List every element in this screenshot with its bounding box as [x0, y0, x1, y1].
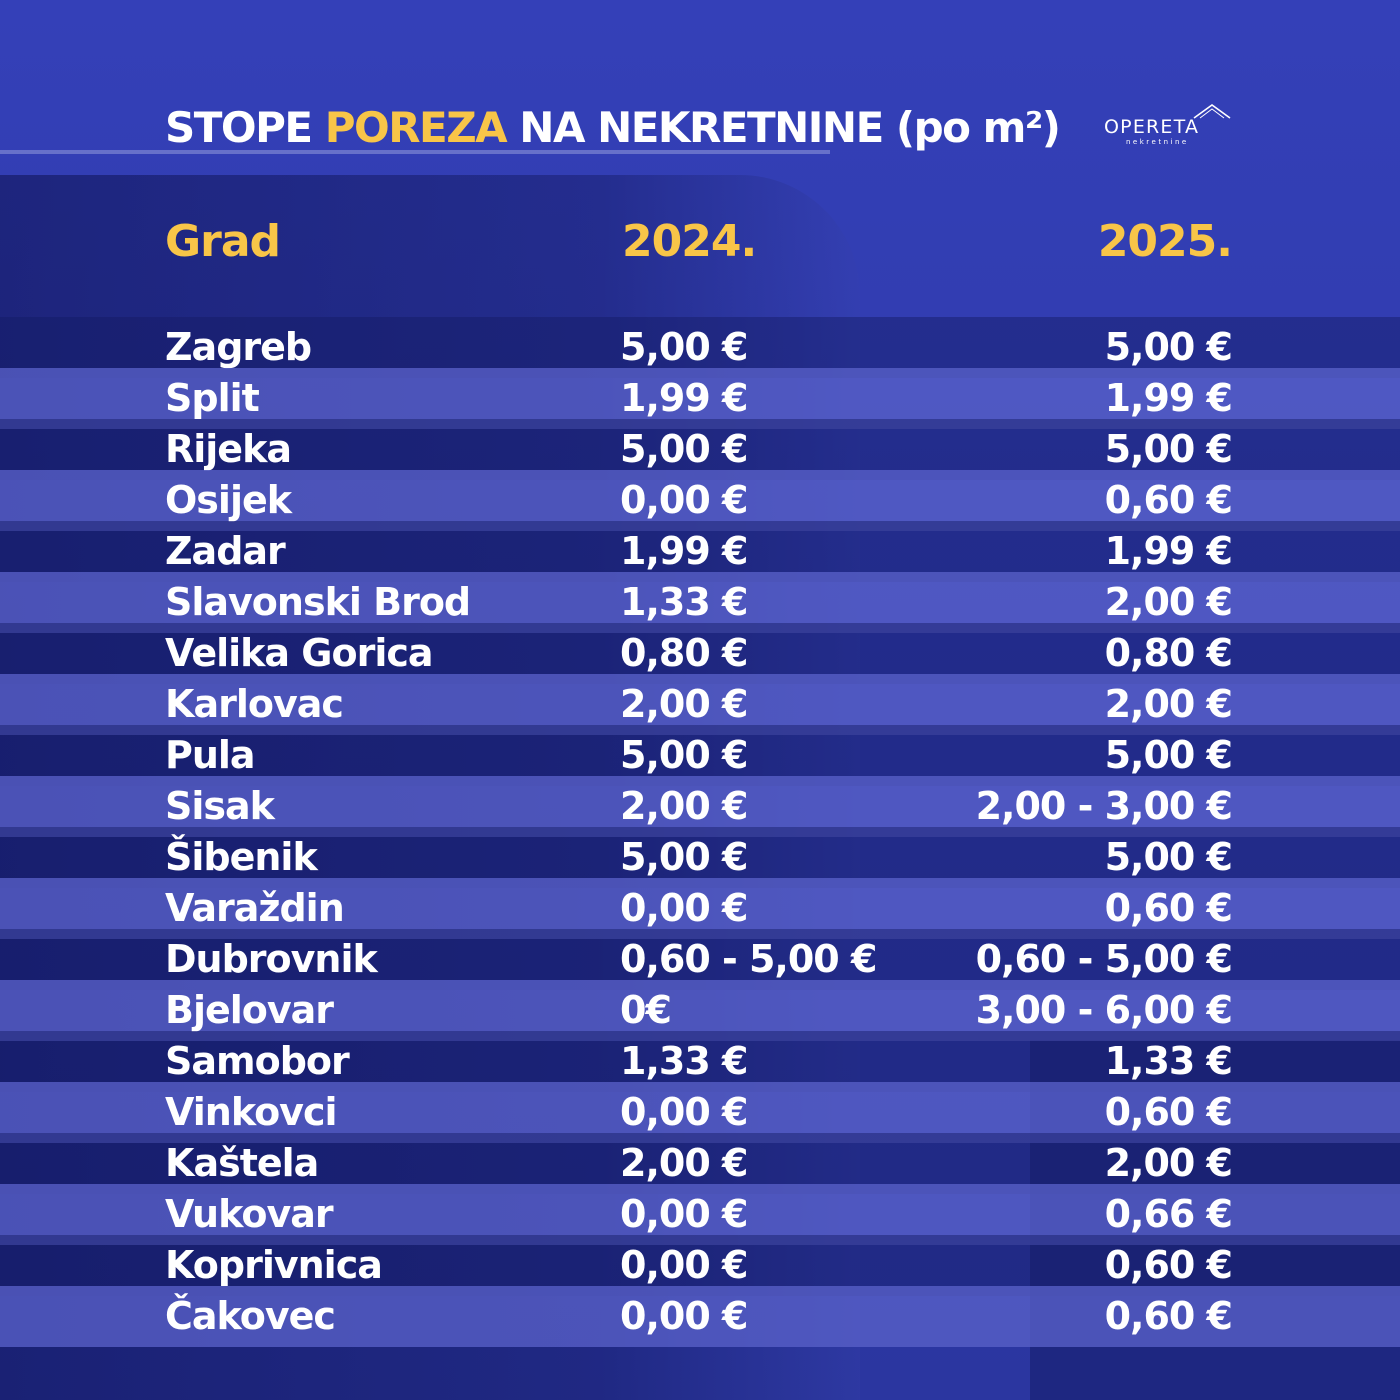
title-part2: NA NEKRETNINE (po m²)	[506, 103, 1061, 152]
rate-2024: 5,00 €	[620, 427, 748, 471]
house-roof-icon	[1193, 104, 1231, 119]
rate-2025: 0,60 €	[1104, 886, 1233, 930]
table-row: Split 1,99 € 1,99 €	[0, 368, 1400, 429]
background-railing	[0, 150, 830, 154]
table-row: Šibenik 5,00 € 5,00 €	[0, 827, 1400, 888]
table-row: Bjelovar 0€ 3,00 - 6,00 €	[0, 980, 1400, 1041]
city-name: Varaždin	[165, 886, 345, 930]
rate-2025: 5,00 €	[1104, 733, 1233, 777]
table-row: Dubrovnik 0,60 - 5,00 € 0,60 - 5,00 €	[0, 929, 1400, 990]
rate-2024: 1,33 €	[620, 1039, 748, 1083]
city-name: Sisak	[165, 784, 275, 828]
column-header-city: Grad	[165, 216, 281, 267]
page-title: STOPE POREZA NA NEKRETNINE (po m²)	[165, 98, 1061, 158]
table-row: Vinkovci 0,00 € 0,60 €	[0, 1082, 1400, 1143]
table-row: Slavonski Brod 1,33 € 2,00 €	[0, 572, 1400, 633]
rate-2025: 0,66 €	[1104, 1192, 1233, 1236]
city-name: Dubrovnik	[165, 937, 378, 981]
city-name: Zadar	[165, 529, 286, 573]
city-name: Split	[165, 376, 260, 420]
rate-2025: 0,60 €	[1104, 478, 1233, 522]
city-name: Čakovec	[165, 1294, 336, 1338]
tax-rate-table: Zagreb 5,00 € 5,00 € Split 1,99 € 1,99 € Rij…	[0, 317, 1400, 1347]
table-row: Samobor 1,33 € 1,33 €	[0, 1031, 1400, 1092]
rate-2024: 5,00 €	[620, 325, 748, 369]
table-row: Vukovar 0,00 € 0,66 €	[0, 1184, 1400, 1245]
table-row: Pula 5,00 € 5,00 €	[0, 725, 1400, 786]
table-row: Koprivnica 0,00 € 0,60 €	[0, 1235, 1400, 1296]
table-row: Čakovec 0,00 € 0,60 €	[0, 1286, 1400, 1347]
rate-2025: 1,33 €	[1104, 1039, 1233, 1083]
table-row: Velika Gorica 0,80 € 0,80 €	[0, 623, 1400, 684]
rate-2025: 5,00 €	[1104, 325, 1233, 369]
rate-2024: 0,00 €	[620, 1243, 748, 1287]
rate-2024: 0,00 €	[620, 1192, 748, 1236]
rate-2024: 0,60 - 5,00 €	[620, 937, 877, 981]
column-header-2024: 2024.	[622, 216, 757, 267]
city-name: Samobor	[165, 1039, 350, 1083]
city-name: Vukovar	[165, 1192, 334, 1236]
rate-2024: 0,80 €	[620, 631, 748, 675]
city-name: Velika Gorica	[165, 631, 434, 675]
logo-tagline: nekretnine	[1126, 138, 1189, 146]
rate-2025: 5,00 €	[1104, 835, 1233, 879]
company-logo: OPERETA nekretnine	[1104, 102, 1234, 148]
table-row: Rijeka 5,00 € 5,00 €	[0, 419, 1400, 480]
rate-2024: 0€	[620, 988, 672, 1032]
rate-2025: 1,99 €	[1104, 529, 1233, 573]
rate-2025: 2,00 €	[1104, 580, 1233, 624]
city-name: Bjelovar	[165, 988, 334, 1032]
city-name: Slavonski Brod	[165, 580, 471, 624]
rate-2024: 5,00 €	[620, 733, 748, 777]
rate-2024: 2,00 €	[620, 682, 748, 726]
title-highlight: POREZA	[324, 103, 508, 152]
rate-2025: 0,60 €	[1104, 1294, 1233, 1338]
rate-2024: 2,00 €	[620, 1141, 748, 1185]
city-name: Šibenik	[165, 835, 318, 879]
table-row: Kaštela 2,00 € 2,00 €	[0, 1133, 1400, 1194]
rate-2025: 5,00 €	[1104, 427, 1233, 471]
city-name: Vinkovci	[165, 1090, 337, 1134]
rate-2025: 0,60 - 5,00 €	[975, 937, 1233, 981]
table-row: Sisak 2,00 € 2,00 - 3,00 €	[0, 776, 1400, 837]
rate-2024: 1,33 €	[620, 580, 748, 624]
rate-2025: 0,80 €	[1104, 631, 1233, 675]
table-row: Osijek 0,00 € 0,60 €	[0, 470, 1400, 531]
rate-2024: 5,00 €	[620, 835, 748, 879]
city-name: Rijeka	[165, 427, 292, 471]
rate-2025: 1,99 €	[1104, 376, 1233, 420]
table-row: Karlovac 2,00 € 2,00 €	[0, 674, 1400, 735]
rate-2025: 3,00 - 6,00 €	[975, 988, 1233, 1032]
logo-name: OPERETA	[1104, 116, 1200, 138]
column-header-2025: 2025.	[1097, 216, 1233, 267]
rate-2024: 1,99 €	[620, 529, 748, 573]
rate-2025: 2,00 €	[1104, 682, 1233, 726]
rate-2025: 0,60 €	[1104, 1090, 1233, 1134]
rate-2025: 2,00 - 3,00 €	[975, 784, 1233, 828]
table-row: Zagreb 5,00 € 5,00 €	[0, 317, 1400, 378]
rate-2024: 0,00 €	[620, 1294, 748, 1338]
rate-2025: 0,60 €	[1104, 1243, 1233, 1287]
rate-2024: 1,99 €	[620, 376, 748, 420]
city-name: Koprivnica	[165, 1243, 383, 1287]
rate-2024: 0,00 €	[620, 478, 748, 522]
table-row: Zadar 1,99 € 1,99 €	[0, 521, 1400, 582]
title-part1: STOPE	[165, 103, 325, 152]
rate-2024: 0,00 €	[620, 1090, 748, 1134]
rate-2024: 2,00 €	[620, 784, 748, 828]
rate-2024: 0,00 €	[620, 886, 748, 930]
rate-2025: 2,00 €	[1104, 1141, 1233, 1185]
city-name: Karlovac	[165, 682, 344, 726]
table-row: Varaždin 0,00 € 0,60 €	[0, 878, 1400, 939]
city-name: Kaštela	[165, 1141, 319, 1185]
city-name: Zagreb	[165, 325, 312, 369]
city-name: Osijek	[165, 478, 292, 522]
city-name: Pula	[165, 733, 256, 777]
